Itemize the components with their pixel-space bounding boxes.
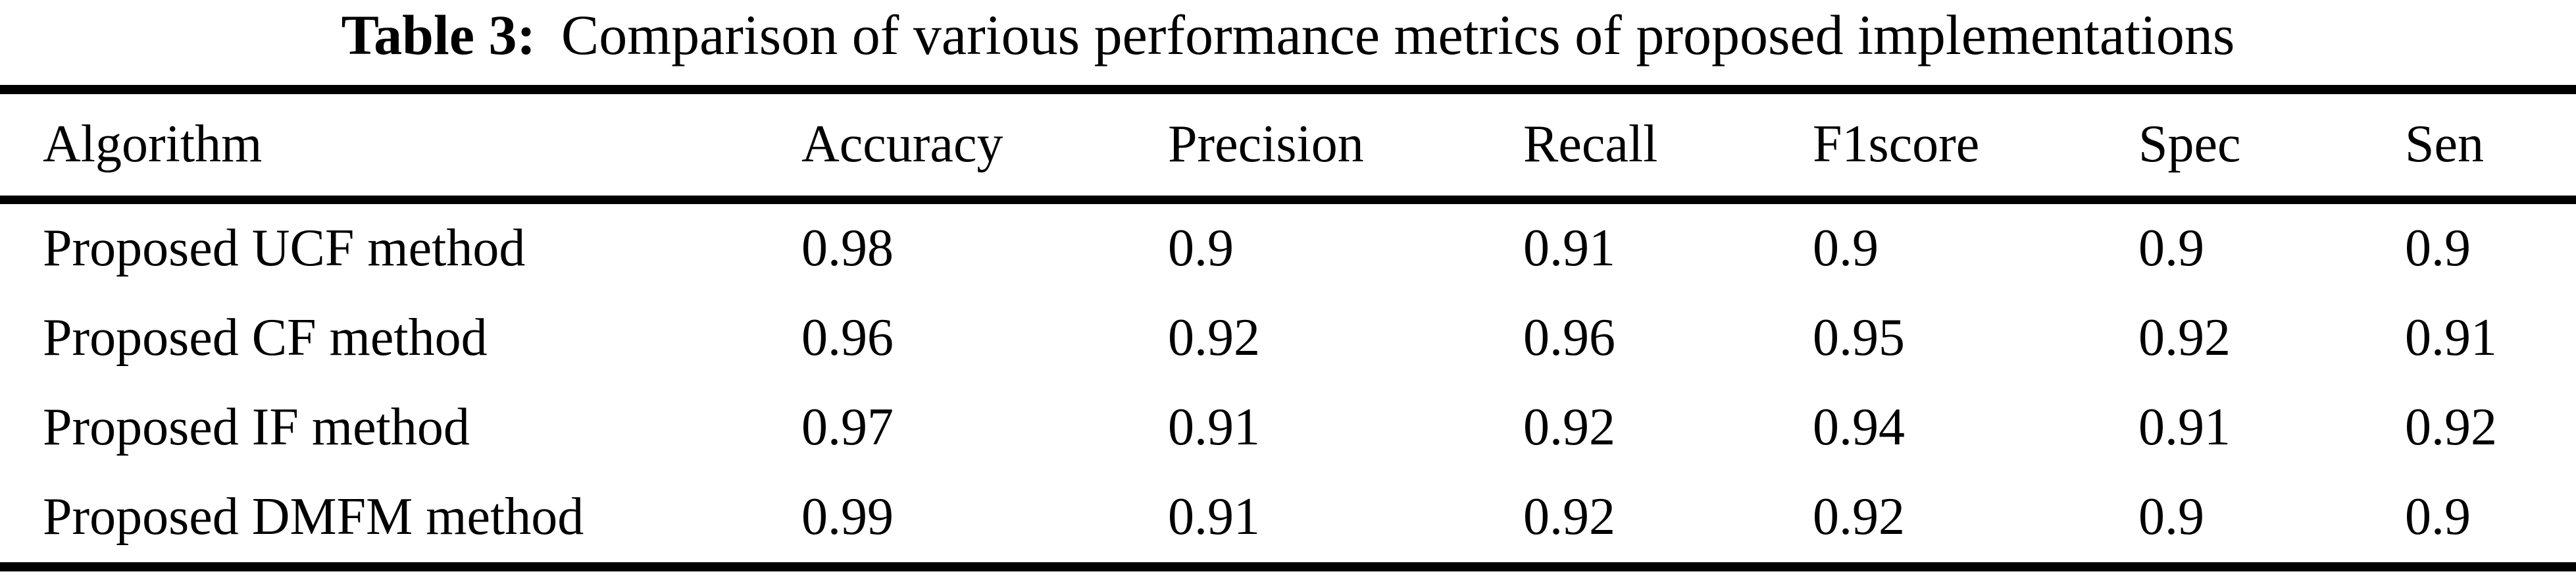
- column-header-algorithm: Algorithm: [43, 115, 263, 174]
- cell-algorithm: Proposed IF method: [43, 398, 470, 457]
- cell-spec: 0.9: [2138, 219, 2204, 278]
- table-row: Proposed UCF method 0.98 0.9 0.91 0.9 0.…: [0, 199, 2576, 294]
- cell-sen: 0.91: [2405, 309, 2497, 367]
- cell-recall: 0.92: [1523, 488, 1615, 546]
- cell-recall: 0.96: [1523, 309, 1615, 367]
- table-row: Proposed CF method 0.96 0.92 0.96 0.95 0…: [0, 294, 2576, 383]
- cell-sen: 0.9: [2405, 219, 2471, 278]
- cell-accuracy: 0.97: [801, 398, 894, 457]
- cell-spec: 0.92: [2138, 309, 2231, 367]
- column-header-sen: Sen: [2405, 115, 2484, 174]
- cell-accuracy: 0.96: [801, 309, 894, 367]
- column-header-spec: Spec: [2138, 115, 2241, 174]
- cell-recall: 0.92: [1523, 398, 1615, 457]
- cell-algorithm: Proposed UCF method: [43, 219, 526, 278]
- cell-sen: 0.9: [2405, 488, 2471, 546]
- cell-precision: 0.92: [1168, 309, 1260, 367]
- cell-f1score: 0.95: [1813, 309, 1905, 367]
- cell-precision: 0.91: [1168, 488, 1260, 546]
- cell-precision: 0.9: [1168, 219, 1234, 278]
- column-header-f1score: F1score: [1813, 115, 1980, 174]
- cell-precision: 0.91: [1168, 398, 1260, 457]
- cell-accuracy: 0.98: [801, 219, 894, 278]
- table-row: Proposed DMFM method 0.99 0.91 0.92 0.92…: [0, 473, 2576, 567]
- cell-f1score: 0.92: [1813, 488, 1905, 546]
- table-row: Proposed IF method 0.97 0.91 0.92 0.94 0…: [0, 383, 2576, 473]
- cell-accuracy: 0.99: [801, 488, 894, 546]
- table-caption: Table 3: Comparison of various performanc…: [0, 4, 2576, 66]
- cell-spec: 0.91: [2138, 398, 2231, 457]
- column-header-precision: Precision: [1168, 115, 1364, 174]
- cell-sen: 0.92: [2405, 398, 2497, 457]
- column-header-accuracy: Accuracy: [801, 115, 1003, 174]
- table-caption-text: Comparison of various performance metric…: [561, 3, 2235, 66]
- metrics-table: Algorithm Accuracy Precision Recall F1sc…: [0, 85, 2576, 571]
- table-caption-label: Table 3:: [341, 3, 536, 66]
- cell-spec: 0.9: [2138, 488, 2204, 546]
- cell-algorithm: Proposed CF method: [43, 309, 488, 367]
- cell-algorithm: Proposed DMFM method: [43, 488, 584, 546]
- cell-recall: 0.91: [1523, 219, 1615, 278]
- header-row: Algorithm Accuracy Precision Recall F1sc…: [0, 89, 2576, 200]
- cell-f1score: 0.94: [1813, 398, 1905, 457]
- column-header-recall: Recall: [1523, 115, 1658, 174]
- cell-f1score: 0.9: [1813, 219, 1879, 278]
